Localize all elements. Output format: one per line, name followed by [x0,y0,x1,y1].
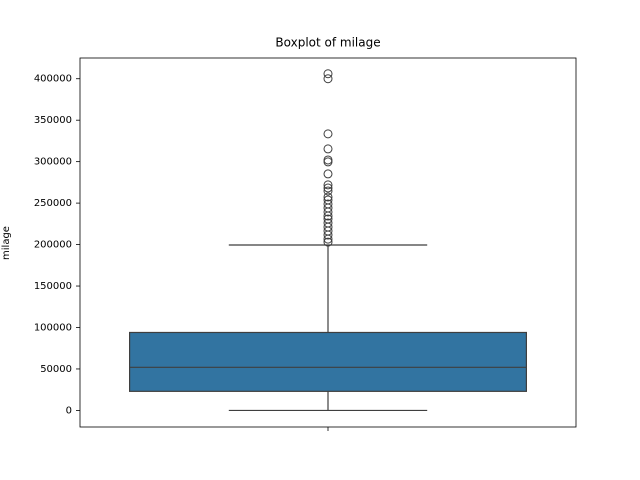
y-tick-label: 300000 [34,157,72,168]
y-axis-label: milage [1,226,12,260]
outlier [323,144,333,154]
outlier [323,230,333,240]
y-tick-label: 200000 [34,240,72,251]
outlier [323,157,333,167]
y-tick-label: 400000 [34,74,72,85]
outlier [323,211,333,221]
outlier [323,207,333,217]
y-tick-label: 100000 [34,322,72,333]
outlier [323,69,333,79]
y-tick-label: 350000 [34,115,72,126]
outlier [323,129,333,139]
outlier [323,183,333,193]
outlier [323,237,333,247]
y-tick-label: 250000 [34,198,72,209]
box [129,331,527,392]
outlier [323,192,333,202]
y-tick-label: 150000 [34,281,72,292]
y-tick-label: 50000 [40,364,72,375]
y-tick-label: 0 [66,405,72,416]
outlier [323,74,333,84]
chart-title: Boxplot of milage [275,36,380,50]
outlier [323,234,333,244]
outlier [323,169,333,179]
outlier [323,186,333,196]
plot-frame [79,57,577,428]
outlier [323,180,333,190]
